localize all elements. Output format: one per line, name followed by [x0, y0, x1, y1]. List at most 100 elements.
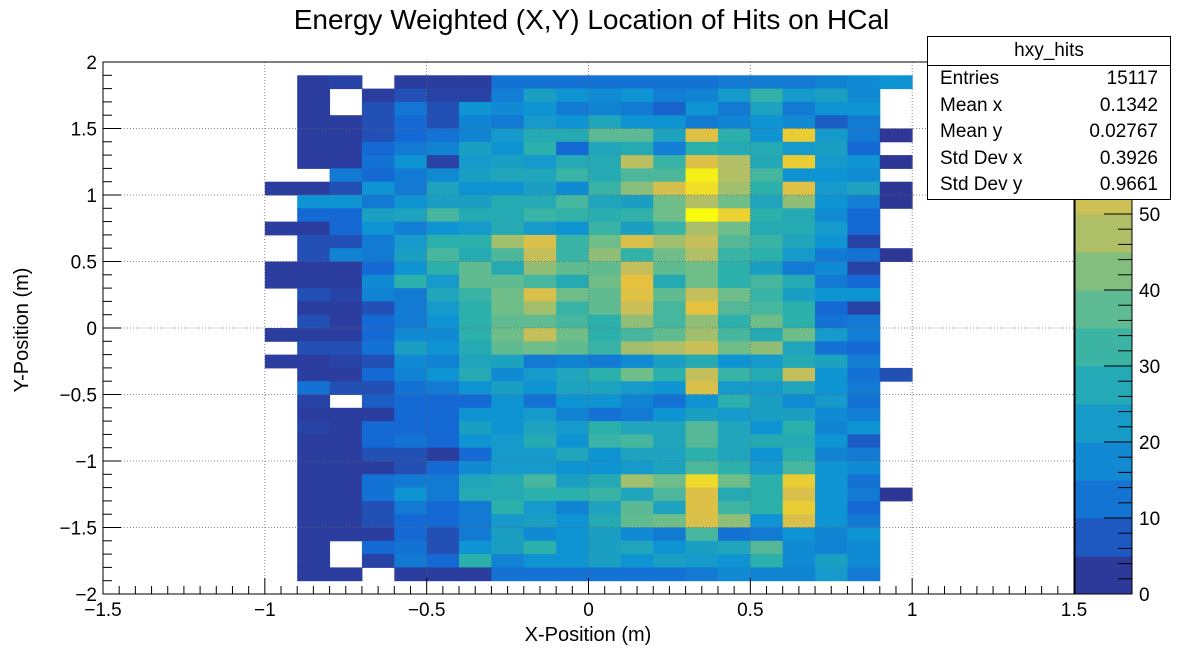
heatmap-cell: [717, 221, 751, 236]
stats-box: hxy_hits Entries 15117 Mean x 0.1342 Mea…: [927, 36, 1171, 200]
heatmap-cell: [750, 115, 784, 129]
heatmap-cell: [556, 155, 589, 169]
heatmap-cell: [750, 314, 784, 329]
heatmap-cell: [523, 567, 557, 582]
heatmap-cell: [523, 181, 557, 196]
heatmap-cell: [297, 261, 331, 276]
heatmap-cell: [815, 75, 848, 90]
heatmap-cell: [815, 221, 848, 236]
heatmap-cell: [556, 500, 589, 515]
heatmap-cell: [815, 500, 848, 515]
heatmap-cell: [329, 367, 363, 382]
heatmap-cell: [491, 381, 525, 395]
heatmap-cell: [815, 261, 848, 276]
color-bar-band: [1075, 214, 1132, 253]
heatmap-cell: [556, 381, 589, 395]
heatmap-cell: [394, 248, 428, 262]
heatmap-cell: [426, 434, 460, 449]
heatmap-cell: [620, 101, 654, 116]
heatmap-cell: [491, 221, 525, 236]
heatmap-cell: [620, 208, 654, 223]
heatmap-cell: [556, 234, 589, 249]
heatmap-cell: [426, 261, 460, 276]
heatmap-cell: [750, 394, 784, 409]
heatmap-cell: [297, 208, 331, 223]
heatmap-cell: [491, 115, 525, 129]
heatmap-cell: [556, 527, 589, 542]
heatmap-cell: [329, 234, 363, 249]
heatmap-cell: [588, 500, 622, 515]
stats-value: 0.3926: [1099, 147, 1158, 169]
heatmap-cell: [653, 474, 687, 489]
heatmap-cell: [782, 567, 816, 582]
heatmap-cell: [556, 88, 589, 103]
heatmap-cell: [588, 208, 622, 223]
heatmap-cell: [329, 115, 363, 129]
heatmap-cell: [297, 434, 331, 449]
heatmap-cell: [653, 447, 687, 462]
heatmap-cell: [426, 168, 460, 183]
heatmap-cell: [329, 75, 363, 90]
heatmap-cell: [620, 527, 654, 542]
heatmap-cell: [653, 88, 687, 103]
heatmap-cell: [297, 101, 331, 116]
heatmap-cell: [620, 341, 654, 356]
heatmap-cell: [297, 288, 331, 302]
heatmap-cell: [847, 208, 881, 223]
heatmap-cell: [556, 101, 589, 116]
heatmap-cell: [653, 301, 687, 316]
heatmap-cells: [264, 75, 913, 582]
heatmap-cell: [750, 500, 784, 515]
heatmap-cell: [620, 288, 654, 302]
heatmap-cell: [750, 407, 784, 422]
heatmap-cell: [717, 314, 751, 329]
heatmap-cell: [685, 447, 719, 462]
heatmap-cell: [394, 567, 428, 582]
heatmap-cell: [297, 75, 331, 90]
heatmap-cell: [523, 195, 557, 209]
heatmap-cell: [588, 487, 622, 502]
heatmap-cell: [782, 447, 816, 462]
heatmap-cell: [297, 367, 331, 382]
heatmap-cell: [685, 487, 719, 502]
heatmap-cell: [556, 554, 589, 568]
heatmap-cell: [297, 421, 331, 435]
heatmap-cell: [815, 195, 848, 209]
heatmap-cell: [523, 394, 557, 409]
heatmap-cell: [329, 314, 363, 329]
heatmap-cell: [815, 381, 848, 395]
color-bar-band: [1075, 442, 1132, 481]
color-bar-tick-label: 30: [1139, 357, 1160, 378]
heatmap-cell: [782, 195, 816, 209]
heatmap-cell: [394, 341, 428, 356]
heatmap-cell: [329, 221, 363, 236]
heatmap-cell: [879, 487, 913, 502]
color-bar-band: [1075, 404, 1132, 443]
heatmap-cell: [620, 88, 654, 103]
heatmap-cell: [556, 301, 589, 316]
heatmap-cell: [523, 234, 557, 249]
heatmap-cell: [329, 208, 363, 223]
heatmap-cell: [426, 75, 460, 90]
x-axis: −1.5 −1 −0.5 0 0.5 1 1.5: [84, 578, 1087, 621]
heatmap-cell: [361, 221, 395, 236]
heatmap-cell: [750, 474, 784, 489]
heatmap-cell: [620, 367, 654, 382]
heatmap-cell: [750, 301, 784, 316]
heatmap-cell: [782, 141, 816, 156]
heatmap-cell: [491, 407, 525, 422]
heatmap-cell: [815, 540, 848, 555]
heatmap-cell: [815, 527, 848, 542]
heatmap-cell: [815, 248, 848, 262]
heatmap-cell: [847, 341, 881, 356]
y-tick-label: −1.5: [59, 519, 97, 540]
heatmap-cell: [653, 407, 687, 422]
heatmap-cell: [394, 314, 428, 329]
heatmap-cell: [782, 500, 816, 515]
heatmap-cell: [847, 221, 881, 236]
heatmap-cell: [717, 500, 751, 515]
heatmap-cell: [620, 301, 654, 316]
heatmap-cell: [426, 115, 460, 129]
heatmap-cell: [491, 314, 525, 329]
heatmap-cell: [653, 314, 687, 329]
